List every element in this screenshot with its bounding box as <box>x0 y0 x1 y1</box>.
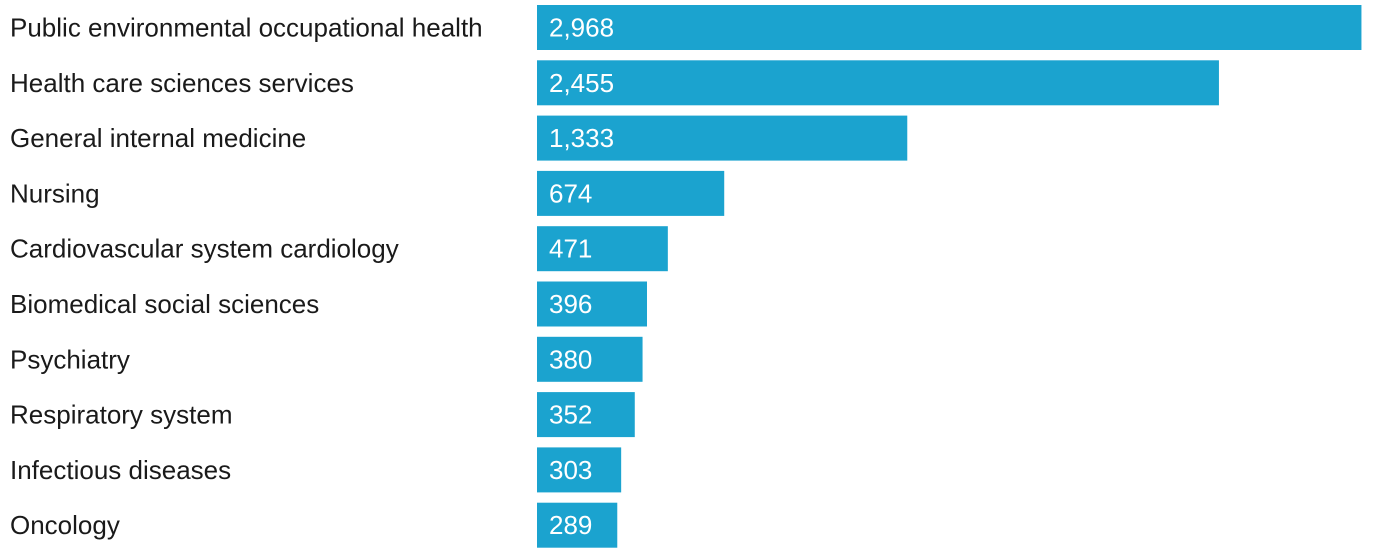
category-label: Respiratory system <box>10 400 233 430</box>
category-label: Biomedical social sciences <box>10 289 319 319</box>
category-label: Public environmental occupational health <box>10 13 483 43</box>
value-label: 380 <box>549 344 592 374</box>
value-label: 396 <box>549 289 592 319</box>
category-label: Nursing <box>10 178 100 208</box>
category-label: General internal medicine <box>10 123 306 153</box>
bar <box>537 115 908 161</box>
value-label: 2,455 <box>549 68 614 98</box>
category-labels: Public environmental occupational health… <box>10 13 483 541</box>
value-label: 352 <box>549 400 592 430</box>
bar <box>537 5 1362 50</box>
value-label: 674 <box>549 178 592 208</box>
value-label: 1,333 <box>549 123 614 153</box>
bars <box>537 5 1362 548</box>
bar <box>537 336 643 382</box>
category-label: Psychiatry <box>10 344 130 374</box>
bar <box>537 502 618 548</box>
category-label: Infectious diseases <box>10 455 231 485</box>
bar <box>537 226 668 272</box>
bar <box>537 447 622 493</box>
value-labels: 2,968 2,455 1,333 674 471 396 380 352 303 289 <box>549 13 614 541</box>
bar <box>537 60 1219 106</box>
value-label: 471 <box>549 234 592 264</box>
value-label: 2,968 <box>549 13 614 43</box>
bar <box>537 281 647 327</box>
value-label: 303 <box>549 455 592 485</box>
value-label: 289 <box>549 510 592 540</box>
category-label: Oncology <box>10 510 120 540</box>
bar <box>537 392 635 438</box>
bar <box>537 170 725 216</box>
category-label: Health care sciences services <box>10 68 354 98</box>
category-label: Cardiovascular system cardiology <box>10 234 399 264</box>
